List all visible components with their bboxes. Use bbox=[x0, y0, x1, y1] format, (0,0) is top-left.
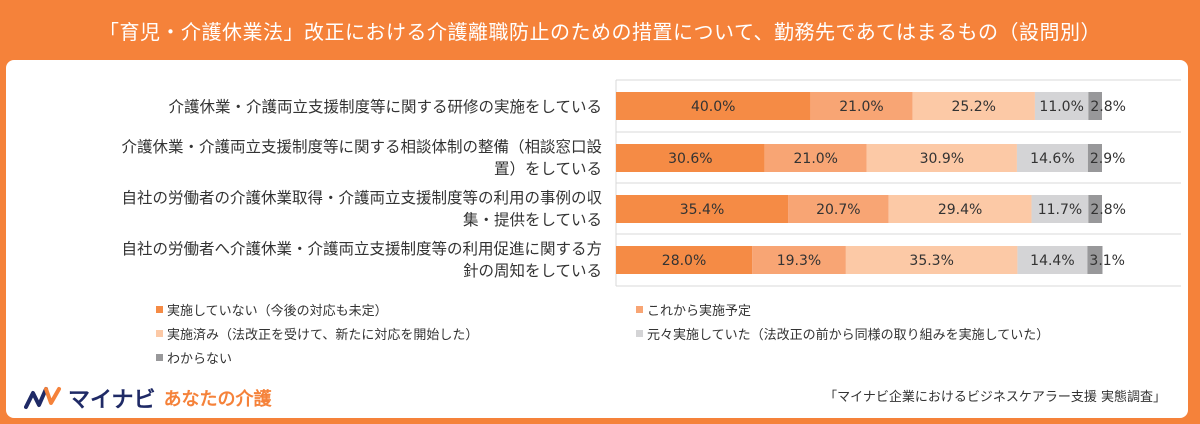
category-label-line: 介護休業・介護両立支援制度等に関する相談体制の整備（相談窓口設 bbox=[121, 138, 602, 156]
data-label: 29.4% bbox=[938, 202, 982, 218]
legend-swatch bbox=[156, 306, 163, 313]
data-label: 35.3% bbox=[909, 253, 953, 269]
bar-segment bbox=[1016, 144, 1088, 172]
data-label: 2.8% bbox=[1090, 99, 1126, 115]
data-label: 14.4% bbox=[1030, 253, 1074, 269]
bar-segment bbox=[1031, 195, 1089, 223]
bar-segment bbox=[764, 144, 867, 172]
brand-logo: マイナビ あなたの介護 bbox=[24, 382, 272, 414]
category-label-line: 介護休業・介護両立支援制度等に関する研修の実施をしている bbox=[168, 98, 602, 116]
logo-brand-text: マイナビ bbox=[68, 388, 156, 413]
data-label: 2.9% bbox=[1090, 151, 1126, 167]
legend-label: 元々実施していた（法改正の前から同様の取り組みを実施していた） bbox=[647, 328, 1050, 343]
legend-label: 実施していない（今後の対応も未定） bbox=[167, 304, 388, 319]
bar-segment bbox=[616, 92, 811, 120]
source-note: 「マイナビ企業におけるビジネスケアラー支援 実態調査」 bbox=[824, 390, 1166, 405]
data-label: 19.3% bbox=[777, 253, 821, 269]
data-label: 3.1% bbox=[1089, 253, 1125, 269]
stacked-bar-chart: 40.0% 21.0% 25.2% 11.0% 2.8% 30.6% 21.0% 30.9% 1… bbox=[615, 79, 1181, 287]
data-label: 2.8% bbox=[1090, 202, 1126, 218]
legend-label: 実施済み（法改正を受けて、新たに対応を開始した） bbox=[167, 328, 479, 343]
category-label: 介護休業・介護両立支援制度等に関する相談体制の整備（相談窓口設置）をしている bbox=[42, 132, 602, 184]
bar-segment bbox=[845, 246, 1018, 274]
legend-item: 元々実施していた（法改正の前から同様の取り組みを実施していた） bbox=[636, 324, 1049, 343]
bar-segment bbox=[866, 144, 1017, 172]
data-label: 30.6% bbox=[668, 151, 712, 167]
bar-segment bbox=[1087, 144, 1102, 172]
data-label: 30.9% bbox=[920, 151, 964, 167]
data-label: 21.0% bbox=[839, 99, 883, 115]
category-label-line: 集・提供をしている bbox=[462, 211, 602, 229]
data-label: 40.0% bbox=[691, 99, 735, 115]
legend-label: わからない bbox=[167, 352, 233, 367]
legend-item: 実施していない（今後の対応も未定） bbox=[156, 300, 388, 319]
legend-item: 実施済み（法改正を受けて、新たに対応を開始した） bbox=[156, 324, 478, 343]
legend-swatch bbox=[156, 354, 163, 361]
category-label-line: 自社の労働者へ介護休業・介護両立支援制度等の利用促進に関する方 bbox=[121, 240, 602, 258]
category-label-line: 置）をしている bbox=[493, 160, 602, 178]
data-label: 28.0% bbox=[662, 253, 706, 269]
bar-segment bbox=[752, 246, 846, 274]
logo-mark-icon bbox=[24, 387, 61, 409]
category-label: 自社の労働者へ介護休業・介護両立支援制度等の利用促進に関する方針の周知をしている bbox=[42, 234, 602, 286]
bar-segment bbox=[616, 246, 753, 274]
category-label: 介護休業・介護両立支援制度等に関する研修の実施をしている bbox=[42, 82, 602, 132]
data-label: 35.4% bbox=[680, 202, 724, 218]
legend-swatch bbox=[636, 330, 643, 337]
legend-label: これから実施予定 bbox=[647, 304, 752, 319]
chart-panel: 40.0% 21.0% 25.2% 11.0% 2.8% 30.6% 21.0% 30.9% 1… bbox=[6, 60, 1188, 418]
legend-swatch bbox=[156, 330, 163, 337]
legend-swatch bbox=[636, 306, 643, 313]
data-label: 11.0% bbox=[1039, 99, 1083, 115]
bar-segment bbox=[1017, 246, 1088, 274]
logo-sub-text: あなたの介護 bbox=[163, 389, 272, 410]
data-label: 25.2% bbox=[951, 99, 995, 115]
bar-segment bbox=[1088, 92, 1102, 120]
category-label-line: 針の周知をしている bbox=[462, 262, 602, 280]
bar-segment bbox=[616, 144, 765, 172]
category-label: 自社の労働者の介護休業取得・介護両立支援制度等の利用の事例の収集・提供をしている bbox=[42, 183, 602, 235]
chart-title: 「育児・介護休業法」改正における介護離職防止のための措置について、勤務先であては… bbox=[99, 19, 1101, 44]
bar-segment bbox=[616, 195, 789, 223]
bar-segment bbox=[1088, 195, 1102, 223]
bar-segment bbox=[1034, 92, 1089, 120]
legend-item: これから実施予定 bbox=[636, 300, 751, 319]
bar-segment bbox=[810, 92, 913, 120]
category-label-line: 自社の労働者の介護休業取得・介護両立支援制度等の利用の事例の収 bbox=[121, 189, 602, 207]
bar-segment bbox=[888, 195, 1032, 223]
bar-segment bbox=[912, 92, 1035, 120]
data-label: 14.6% bbox=[1030, 151, 1074, 167]
data-label: 20.7% bbox=[816, 202, 860, 218]
data-label: 11.7% bbox=[1038, 202, 1082, 218]
data-label: 21.0% bbox=[794, 151, 838, 167]
bar-segment bbox=[788, 195, 889, 223]
legend-item: わからない bbox=[156, 348, 232, 367]
bar-segment bbox=[1087, 246, 1103, 274]
